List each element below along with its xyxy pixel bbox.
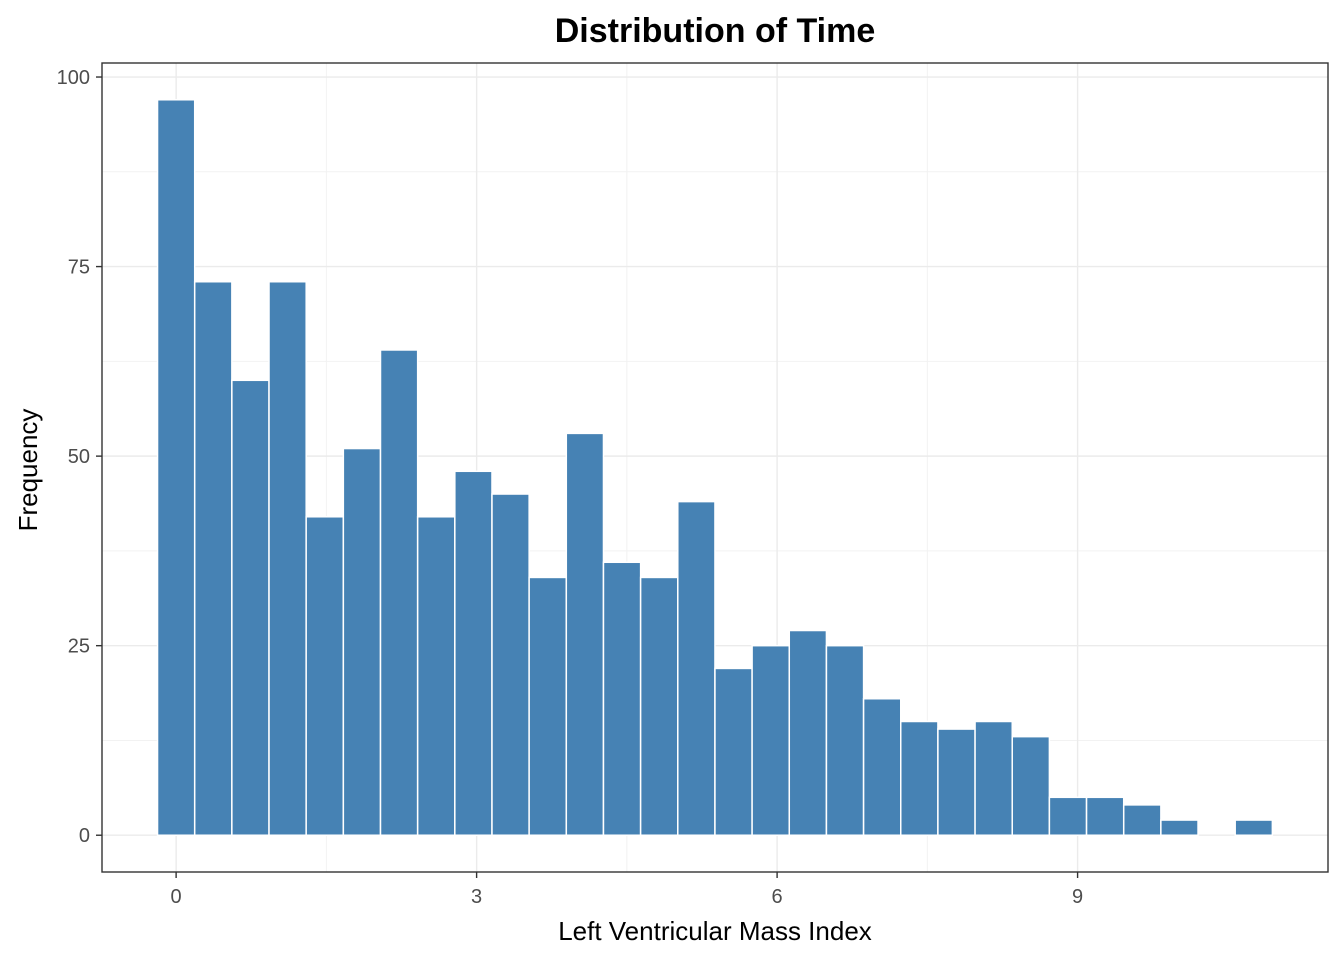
histogram-bar: [751, 644, 791, 836]
histogram-bar: [491, 493, 530, 836]
histogram-bar: [379, 349, 419, 836]
histogram-bar: [937, 728, 976, 836]
x-tick-label: 3: [471, 886, 482, 908]
y-axis-label: Frequency: [13, 409, 43, 532]
histogram-bar: [825, 644, 865, 836]
y-tick-label: 50: [68, 446, 90, 468]
histogram-bar: [268, 280, 307, 836]
histogram-bar: [900, 720, 939, 836]
histogram-bar: [454, 470, 493, 836]
histogram-bar: [416, 516, 456, 836]
histogram-bar: [193, 280, 233, 836]
histogram-bar: [1011, 735, 1051, 836]
histogram-bar: [1085, 796, 1125, 836]
histogram-bar: [1234, 819, 1274, 836]
plot-border: [101, 62, 1329, 873]
histogram-bar: [974, 720, 1013, 836]
histogram-bar: [677, 500, 716, 836]
histogram-bar: [528, 576, 568, 836]
histogram-bar: [305, 516, 345, 836]
x-axis-ticks: 0 3 6 9: [171, 872, 1083, 908]
histogram-bar: [342, 447, 382, 836]
x-tick-label: 9: [1072, 886, 1083, 908]
histogram-bar: [788, 629, 828, 836]
y-axis-ticks: 0 25 50 75 100: [57, 67, 102, 847]
histogram-bar: [231, 379, 270, 836]
x-axis-label: Left Ventricular Mass Index: [558, 916, 872, 946]
y-tick-label: 75: [68, 257, 90, 279]
plot-area: [101, 62, 1329, 873]
x-tick-label: 0: [171, 886, 182, 908]
histogram-bar: [1122, 804, 1162, 836]
histogram-bar: [156, 99, 196, 836]
histogram-bar: [862, 698, 902, 836]
histogram-bar: [565, 432, 605, 836]
chart-title: Distribution of Time: [555, 12, 875, 50]
histogram-bar: [639, 576, 679, 836]
histogram-bar: [1160, 819, 1199, 836]
y-tick-label: 25: [68, 636, 90, 658]
y-tick-label: 0: [79, 825, 90, 847]
y-tick-label: 100: [57, 67, 90, 89]
x-tick-label: 6: [772, 886, 783, 908]
histogram-bar: [714, 667, 753, 836]
histogram-bar: [1048, 796, 1088, 836]
histogram-bar: [602, 561, 642, 836]
